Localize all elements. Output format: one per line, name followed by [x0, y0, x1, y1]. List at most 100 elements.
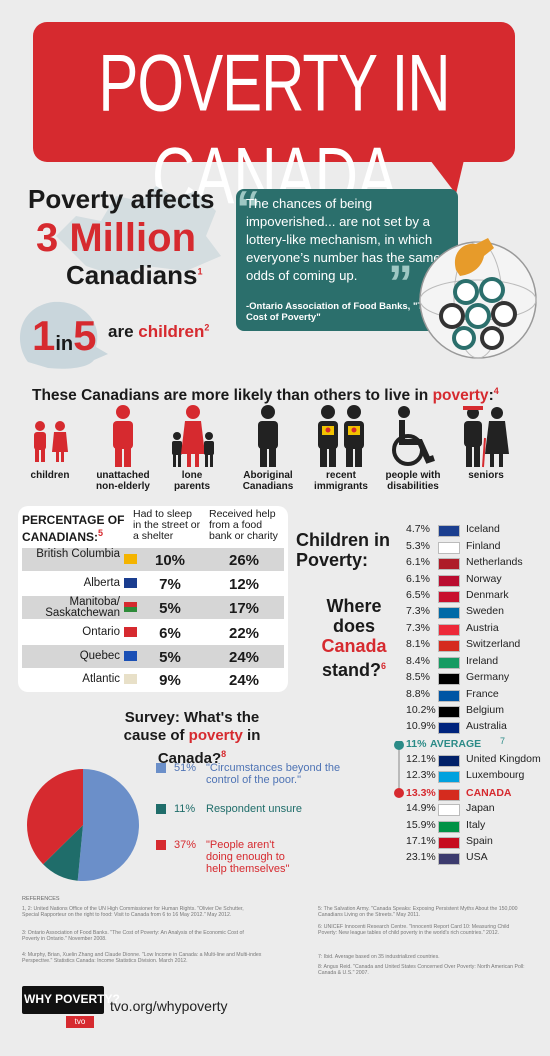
group-label: Aboriginal Canadians	[242, 470, 294, 492]
country-name: USA	[466, 851, 488, 863]
are-children-text: are children2	[108, 322, 209, 342]
country-pct: 17.1%	[406, 835, 436, 847]
flag-icon	[438, 804, 460, 816]
reference-item: 7: Ibid. Average based on 35 industriali…	[318, 954, 440, 960]
food-value: 24%	[228, 649, 260, 666]
country-name: CANADA	[466, 787, 512, 799]
country-pct: 8.5%	[406, 671, 430, 683]
alberta-flag-icon	[124, 578, 137, 588]
group-aboriginal: Aboriginal Canadians	[238, 404, 298, 492]
country-pct: 12.1%	[406, 753, 436, 765]
cip-line1: Children in	[296, 530, 390, 550]
group-label: recent immigrants	[314, 470, 368, 492]
street-value: 5%	[159, 649, 181, 666]
why-poverty-brand: WHY POVERTY?	[24, 992, 120, 1006]
country-name: Luxembourg	[466, 769, 525, 781]
table-header-text: PERCENTAGE OF CANADIANS:	[22, 513, 125, 544]
survey-pie-chart	[27, 769, 139, 881]
legend-pct: 51%	[174, 762, 197, 774]
country-name: Sweden	[466, 605, 504, 617]
food-value: 24%	[228, 672, 260, 689]
legend-pct: 37%	[174, 839, 197, 851]
country-name: Australia	[466, 720, 507, 732]
table-header-street: Had to sleep in the street or a shelter	[133, 508, 201, 542]
flag-icon	[438, 640, 460, 652]
country-name: Japan	[466, 802, 495, 814]
food-value: 26%	[228, 552, 260, 569]
title-banner	[33, 22, 515, 162]
canada-map-icon	[56, 186, 221, 276]
country-pct: 10.2%	[406, 704, 436, 716]
quote-text: The chances of being impoverished... are…	[246, 196, 441, 283]
pie-slice-unsure	[43, 825, 83, 881]
child-head-icon	[20, 301, 109, 369]
street-value: 9%	[159, 672, 181, 689]
footer-url[interactable]: tvo.org/whypoverty	[110, 998, 228, 1014]
table-row: Alberta 7% 12%	[22, 572, 284, 595]
country-name: United Kingdom	[466, 753, 541, 765]
lone-parent-icon	[172, 405, 214, 467]
flag-icon	[438, 821, 460, 833]
table-row: Manitoba/ Saskatchewan 5% 17%	[22, 596, 284, 619]
survey-title: Survey: What's the cause of poverty in C…	[94, 709, 290, 768]
province-name: Atlantic	[82, 673, 120, 685]
where-line4: stand?6	[306, 656, 402, 680]
food-value: 17%	[228, 600, 260, 617]
country-name: Austria	[466, 622, 499, 634]
country-name: Denmark	[466, 589, 509, 601]
reference-item: 5: The Salvation Army. "Canada Speaks: E…	[318, 906, 518, 918]
country-name: Ireland	[466, 655, 499, 667]
country-pct: 8.8%	[406, 688, 430, 700]
five-number: 5	[73, 312, 97, 359]
country-pct: 13.3%	[406, 787, 436, 799]
open-quote-icon: “	[236, 181, 261, 237]
footnote-4: 4	[493, 386, 499, 396]
close-quote-icon: ”	[388, 255, 413, 311]
quebec-flag-icon	[124, 651, 137, 661]
country-name: Switzerland	[466, 638, 521, 650]
children-word: children	[138, 322, 205, 341]
flag-icon	[438, 591, 460, 603]
flag-icon	[438, 771, 460, 783]
footnote-2: 2	[204, 322, 210, 333]
country-pct: 23.1%	[406, 851, 436, 863]
immigrants-icon	[318, 405, 364, 467]
canadians-word: Canadians	[66, 260, 198, 290]
street-value: 6%	[159, 625, 181, 642]
flag-icon	[438, 706, 460, 718]
table-header-percentage: PERCENTAGE OF CANADIANS:5	[22, 514, 126, 544]
footnote-5: 5	[98, 528, 104, 538]
where-line3: Canada	[321, 636, 387, 656]
legend-text: Respondent unsure	[206, 803, 303, 815]
where-line2: does	[332, 616, 375, 636]
likely-heading: These Canadians are more likely than oth…	[32, 386, 499, 405]
references-heading: REFERENCES	[22, 896, 60, 902]
where-line1: Where	[326, 596, 382, 616]
tvo-logo: tvo	[66, 1016, 94, 1028]
country-pct: 7.3%	[406, 605, 430, 617]
group-label: unattached non-elderly	[96, 470, 150, 492]
flag-icon	[438, 690, 460, 702]
legend-swatch	[156, 804, 166, 814]
country-name: Finland	[466, 540, 501, 552]
reference-item: 3: Ontario Association of Food Banks. "T…	[22, 930, 244, 942]
legend-swatch	[156, 840, 166, 850]
flag-icon	[438, 558, 460, 570]
country-pct: 10.9%	[406, 720, 436, 732]
stand-word: stand?	[321, 660, 381, 680]
table-row: Quebec 5% 24%	[22, 645, 284, 668]
province-name: Alberta	[83, 577, 120, 589]
seniors-icon	[463, 406, 509, 468]
group-label: people with disabilities	[385, 470, 441, 492]
country-pct: 12.3%	[406, 769, 436, 781]
street-value: 5%	[159, 600, 181, 617]
survey-cause: cause of	[123, 727, 189, 744]
reference-item: 6: UNICEF Innocenti Research Centre. "In…	[318, 924, 510, 936]
flag-icon	[438, 607, 460, 619]
reference-item: 4: Murphy, Brian, Xuelin Zhang and Claud…	[22, 952, 262, 964]
children-icon	[34, 421, 68, 462]
one-in-five: 1in5	[32, 312, 97, 360]
likely-poverty: poverty	[432, 387, 489, 405]
in-word: in	[55, 333, 74, 355]
group-unattached: unattached non-elderly	[90, 404, 156, 492]
